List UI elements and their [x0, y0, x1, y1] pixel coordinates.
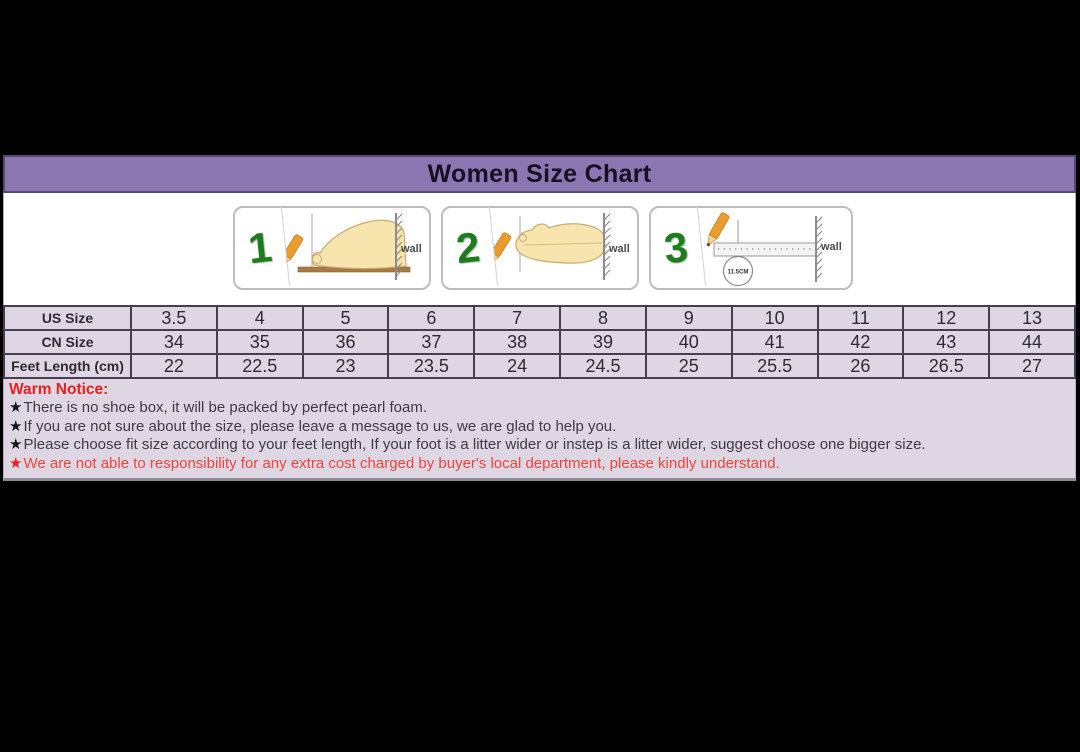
table-cell: 35 [215, 329, 304, 355]
wall-label: wall [820, 241, 842, 253]
pencil-icon [286, 234, 304, 266]
star-icon: ★ [9, 436, 23, 453]
warm-notice: Warm Notice: ★There is no shoe box, it w… [3, 379, 1076, 481]
star-icon: ★ [9, 454, 23, 472]
table-cell: 6 [387, 305, 476, 331]
foot-icon [311, 219, 407, 270]
step-1-number: 1 [230, 205, 291, 291]
table-cell: 23 [301, 353, 390, 379]
foot-top-view-diagram: wall [494, 213, 630, 280]
pencil-icon [706, 212, 730, 247]
table-cell: 3.5 [130, 305, 218, 331]
page-title: Women Size Chart [3, 155, 1076, 193]
table-row-us-size: US Size 3.5 4 5 6 7 8 9 10 11 12 13 [3, 305, 1076, 331]
size-table: US Size 3.5 4 5 6 7 8 9 10 11 12 13 CN S… [3, 305, 1076, 379]
table-row-feet-length: Feet Length (cm) 22 22.5 23 23.5 24 24.5… [3, 353, 1076, 379]
notice-item-warning: ★We are not able to responsibility for a… [9, 455, 1070, 474]
wall-label: wall [400, 243, 422, 255]
table-cell: 24.5 [559, 353, 647, 379]
row-label: Feet Length (cm) [3, 353, 132, 379]
table-cell: 42 [816, 329, 905, 355]
notice-text: We are not able to responsibility for an… [23, 454, 780, 472]
table-cell: 38 [473, 329, 562, 355]
table-cell: 13 [988, 305, 1076, 331]
table-cell: 22.5 [215, 353, 304, 379]
step-2-panel: 2 [438, 205, 639, 291]
wall-label: wall [608, 243, 630, 255]
table-cell: 40 [644, 329, 733, 355]
notice-text: There is no shoe box, it will be packed … [23, 399, 427, 416]
table-cell: 41 [730, 329, 819, 355]
table-cell: 27 [988, 353, 1076, 379]
table-cell: 26.5 [902, 353, 991, 379]
table-cell: 7 [473, 305, 562, 331]
table-cell: 25.5 [730, 353, 819, 379]
step-3-panel: 3 [646, 205, 853, 291]
table-cell: 24 [473, 353, 562, 379]
table-cell: 8 [559, 305, 647, 331]
measuring-steps: 1 [3, 193, 1076, 305]
star-icon: ★ [9, 417, 23, 435]
size-chart-sheet: Women Size Chart 1 [3, 155, 1076, 481]
table-cell: 37 [387, 329, 476, 355]
table-cell: 4 [215, 305, 304, 331]
table-cell: 25 [644, 353, 733, 379]
ruler-measure-diagram: 11.5CM wall [706, 212, 842, 287]
wall-hatch-icon [395, 213, 403, 280]
row-label: CN Size [3, 329, 132, 355]
ruler-icon [713, 242, 817, 257]
table-row-cn-size: CN Size 34 35 36 37 38 39 40 41 42 43 44 [3, 329, 1076, 355]
measurement-label: 11.5CM [728, 270, 749, 276]
star-icon: ★ [9, 399, 23, 416]
measurement-circle: 11.5CM [722, 255, 754, 287]
table-cell: 34 [130, 329, 218, 355]
table-cell: 9 [644, 305, 733, 331]
foot-icon [515, 223, 606, 264]
pencil-icon [494, 232, 512, 264]
notice-text: If you are not sure about the size, plea… [23, 417, 617, 435]
table-cell: 23.5 [387, 353, 476, 379]
step-1-panel: 1 [230, 205, 431, 291]
step-2-number: 2 [438, 205, 499, 291]
table-cell: 10 [730, 305, 819, 331]
step-3-number: 3 [646, 205, 707, 291]
notice-item: ★There is no shoe box, it will be packed… [9, 399, 1070, 418]
row-label: US Size [3, 305, 132, 331]
table-cell: 36 [301, 329, 390, 355]
notice-text: Please choose fit size according to your… [23, 436, 926, 453]
wall-hatch-icon [603, 213, 611, 280]
table-cell: 43 [902, 329, 991, 355]
table-cell: 5 [301, 305, 390, 331]
table-cell: 11 [816, 305, 905, 331]
table-cell: 26 [816, 353, 905, 379]
wall-hatch-icon [815, 216, 823, 282]
foot-side-view-diagram: wall [286, 213, 422, 280]
table-cell: 22 [130, 353, 218, 379]
warm-notice-title: Warm Notice: [9, 381, 109, 398]
table-cell: 12 [902, 305, 991, 331]
table-cell: 44 [988, 329, 1076, 355]
notice-item: ★Please choose fit size according to you… [9, 436, 1070, 455]
table-cell: 39 [559, 329, 647, 355]
notice-item: ★If you are not sure about the size, ple… [9, 418, 1070, 437]
